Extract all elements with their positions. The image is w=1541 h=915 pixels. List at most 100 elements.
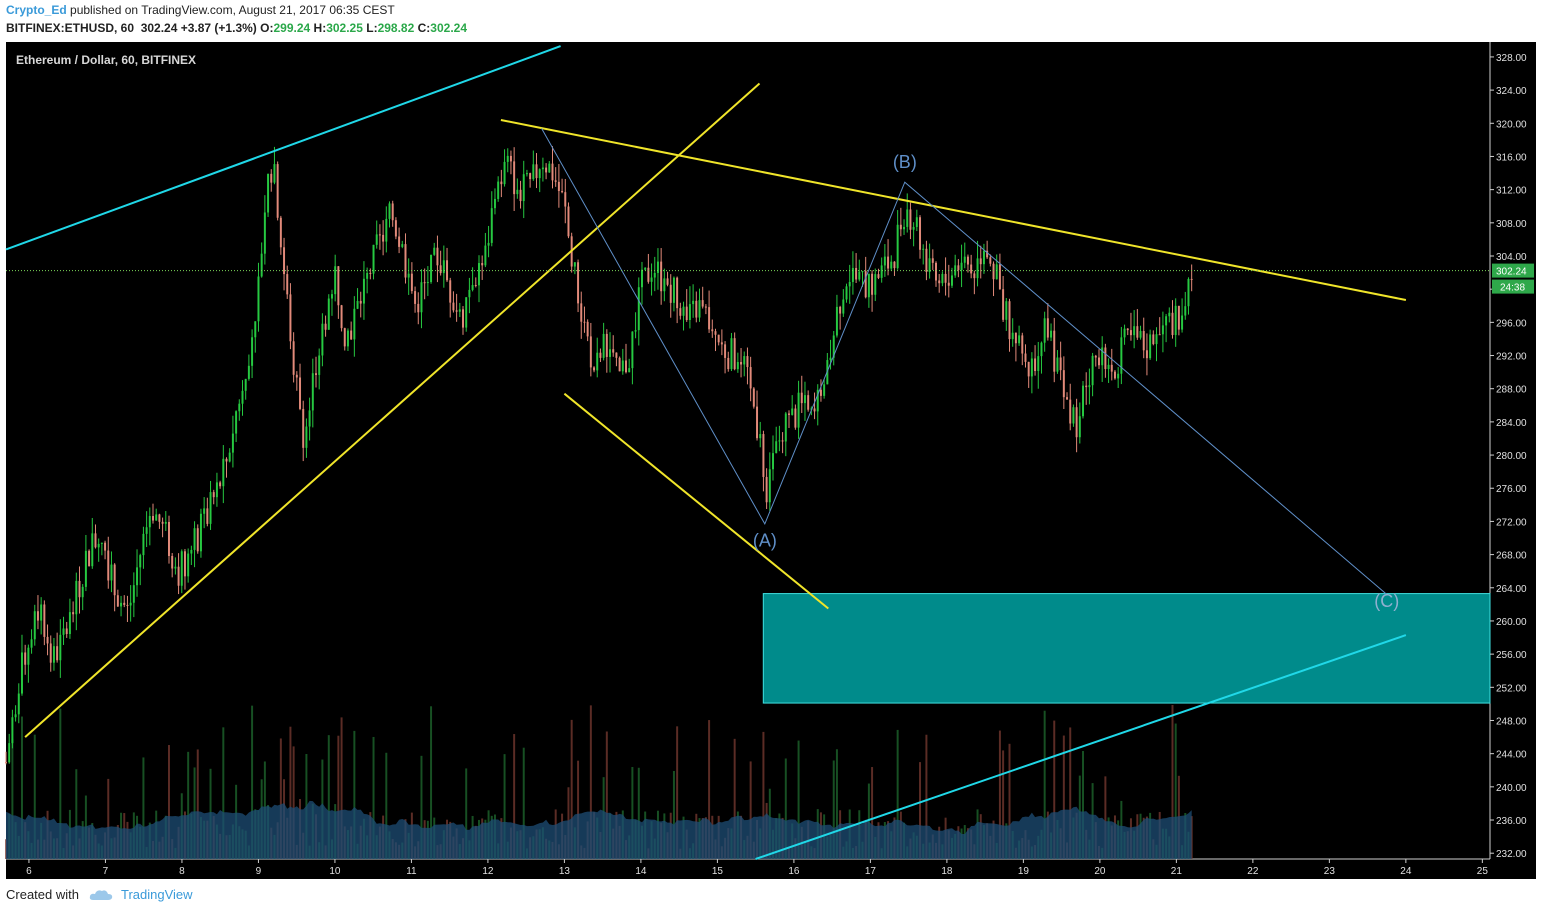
candle-body <box>835 306 838 336</box>
candle <box>257 262 260 332</box>
candle <box>596 337 599 378</box>
candle-body <box>998 264 1001 290</box>
candle-body <box>1034 358 1037 371</box>
time-tick-label: 12 <box>482 866 494 877</box>
candle-body <box>656 261 659 273</box>
candle <box>883 244 886 277</box>
volume-bar <box>1082 751 1085 859</box>
price-chart[interactable]: (A) (B) (C) 232.00 236.00 240.00 244.00 248.00… <box>0 40 1541 880</box>
candle <box>231 415 234 468</box>
candle <box>781 432 784 454</box>
candle-body <box>877 274 880 278</box>
candle-body <box>832 335 835 358</box>
chart-title: Ethereum / Dollar, 60, BITFINEX <box>16 53 196 67</box>
candle-body <box>267 173 270 213</box>
candle <box>1078 402 1081 444</box>
candle-body <box>509 155 512 162</box>
candle <box>462 306 465 335</box>
volume-bar <box>896 729 899 859</box>
candle <box>519 180 522 209</box>
candle <box>318 348 321 390</box>
volume-bar <box>631 766 634 859</box>
wave-label: (A) <box>753 530 777 550</box>
candle <box>957 259 960 278</box>
candle <box>353 296 356 357</box>
candle-body <box>781 440 784 442</box>
candle <box>132 572 135 618</box>
candle-body <box>270 173 273 183</box>
candle-body <box>359 300 362 304</box>
volume-bar <box>871 767 874 859</box>
candle-body <box>212 492 215 498</box>
candle <box>254 321 257 353</box>
candle-body <box>548 163 551 173</box>
candle-body <box>91 533 94 567</box>
candle-body <box>1005 301 1008 320</box>
candle <box>148 507 151 546</box>
candle <box>1126 328 1129 336</box>
candle <box>17 683 20 724</box>
candle <box>509 150 512 175</box>
candle <box>1171 300 1174 339</box>
volume-bar <box>672 770 675 859</box>
candle <box>919 215 922 259</box>
volume-bar <box>503 754 506 859</box>
candle-body <box>602 333 605 358</box>
candle-body <box>68 612 71 634</box>
candle <box>593 366 596 373</box>
candle <box>62 616 65 645</box>
candle-body <box>1050 330 1053 338</box>
trend-line <box>500 119 1407 301</box>
candle <box>637 277 640 346</box>
candle <box>701 286 704 309</box>
candle <box>775 426 778 454</box>
candle <box>890 255 893 271</box>
candle-body <box>340 305 343 329</box>
candle <box>72 601 75 623</box>
candle-body <box>107 550 110 581</box>
volume-bar <box>167 745 170 859</box>
candle <box>1027 361 1030 388</box>
candle <box>206 497 209 527</box>
candle-body <box>219 482 222 487</box>
candle <box>174 557 177 575</box>
candle-body <box>78 580 81 598</box>
candle <box>625 343 627 374</box>
candle-body <box>187 553 190 577</box>
time-axis[interactable] <box>6 859 1536 879</box>
candle <box>835 294 838 338</box>
candle-body <box>43 604 46 637</box>
volume-bar <box>196 749 199 859</box>
candle <box>794 404 797 430</box>
candle <box>621 348 624 375</box>
candle-body <box>1027 361 1030 377</box>
candle <box>682 301 685 331</box>
candle <box>1082 381 1085 419</box>
candle <box>477 255 480 303</box>
candle-body <box>88 550 91 567</box>
candle <box>541 157 544 182</box>
time-tick-label: 6 <box>26 866 32 877</box>
candle-body <box>1117 373 1120 379</box>
price-tick-label: 296.00 <box>1496 318 1527 329</box>
candle-body <box>663 278 666 292</box>
price-axis[interactable] <box>1490 42 1536 859</box>
candle <box>503 149 506 187</box>
tradingview-cloud-icon <box>89 889 113 900</box>
candle <box>842 289 845 317</box>
candle-body <box>263 212 266 254</box>
author-name[interactable]: Crypto_Ed <box>6 3 67 17</box>
candle <box>5 751 7 765</box>
candle-body <box>260 253 263 277</box>
candle <box>228 448 231 463</box>
candle <box>286 265 289 299</box>
candles-layer <box>5 146 1193 765</box>
candle-body <box>84 550 87 587</box>
candle <box>391 200 394 227</box>
candle-body <box>708 307 711 330</box>
plot-area[interactable] <box>6 42 1490 859</box>
candle-body <box>493 198 496 209</box>
candle <box>20 634 23 696</box>
candle-body <box>851 267 854 282</box>
tradingview-brand-link[interactable]: TradingView <box>120 887 193 902</box>
